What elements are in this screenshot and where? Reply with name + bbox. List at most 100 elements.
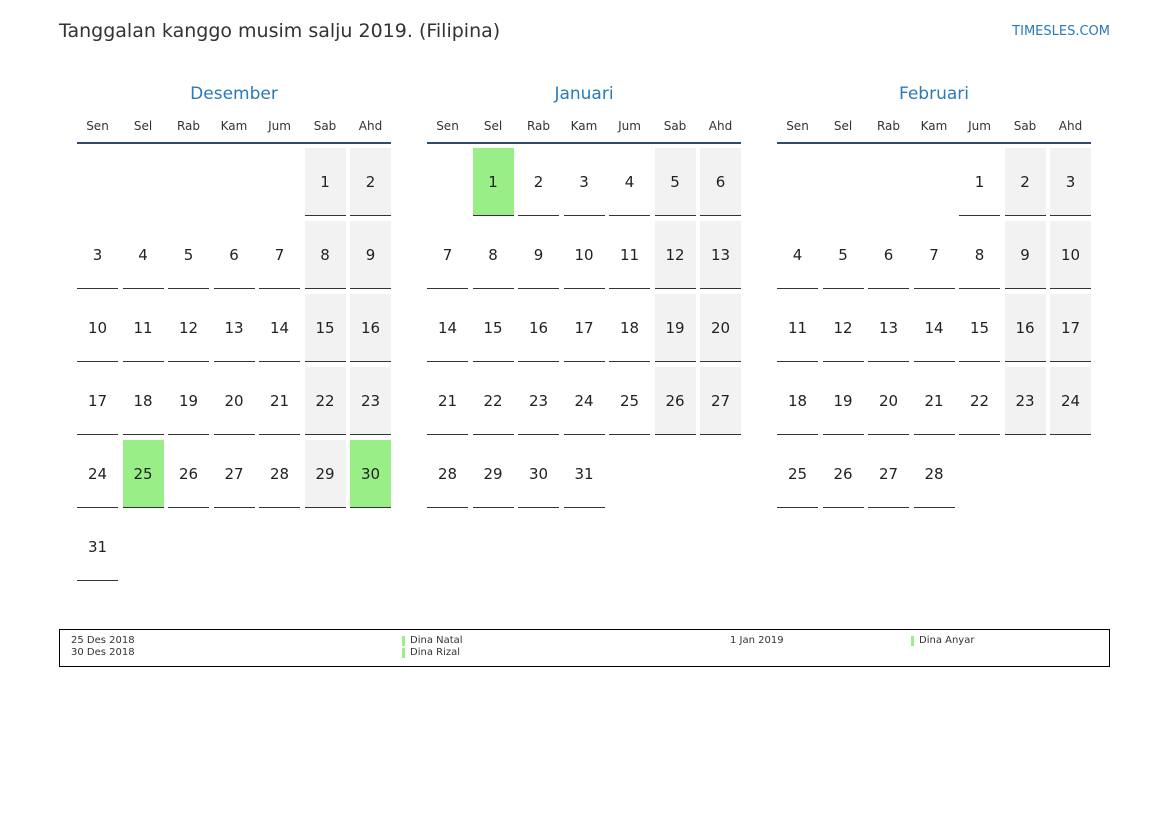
day-cell: 31	[563, 440, 605, 508]
day-cell: 2	[350, 148, 391, 216]
day-cell: 1	[959, 148, 1000, 216]
month-name: Februari	[899, 84, 969, 104]
day-cell: 4	[609, 148, 650, 216]
day-cell: 12	[654, 221, 696, 289]
day-cell: 18	[777, 367, 818, 435]
day-cell: 23	[518, 367, 559, 435]
day-cell: 28	[259, 440, 300, 508]
day-cell: 20	[700, 294, 741, 362]
weekday-label: Kam	[220, 119, 248, 133]
weekday-label: Sen	[786, 119, 809, 133]
day-cell: 10	[563, 221, 605, 289]
day-cell: 31	[77, 513, 118, 581]
day-cell: 11	[777, 294, 818, 362]
day-cell: 21	[913, 367, 955, 435]
day-cell: 27	[868, 440, 909, 508]
site-link[interactable]: TIMESLES.COM	[1012, 24, 1110, 39]
day-cell: 22	[959, 367, 1000, 435]
weekday-label: Ahd	[1058, 119, 1083, 133]
weekday-label: Sel	[833, 119, 853, 133]
day-cell: 9	[518, 221, 559, 289]
day-cell: 3	[1050, 148, 1091, 216]
weekday-label: Ahd	[708, 119, 733, 133]
day-cell: 27	[213, 440, 255, 508]
day-cell: 19	[168, 367, 209, 435]
day-cell: 7	[913, 221, 955, 289]
day-cell: 4	[122, 221, 164, 289]
day-cell: 1	[472, 148, 514, 216]
legend-name: Dina Rizal	[410, 647, 461, 658]
day-cell: 16	[350, 294, 391, 362]
legend-swatch	[911, 636, 914, 646]
day-cell: 15	[472, 294, 514, 362]
day-cell: 13	[213, 294, 255, 362]
day-cell: 30	[518, 440, 559, 508]
legend-name: Dina Anyar	[919, 635, 975, 646]
header-rule	[77, 142, 391, 144]
weekday-label: Jum	[268, 119, 291, 133]
weekday-label: Sab	[663, 119, 687, 133]
day-cell: 15	[959, 294, 1000, 362]
day-cell: 25	[777, 440, 818, 508]
weekday-label: Rab	[526, 119, 551, 133]
day-cell: 29	[472, 440, 514, 508]
day-cell: 17	[563, 294, 605, 362]
day-cell: 4	[777, 221, 818, 289]
weekday-label: Sab	[313, 119, 337, 133]
day-cell: 26	[654, 367, 696, 435]
weekday-label: Kam	[920, 119, 948, 133]
day-cell: 21	[427, 367, 468, 435]
day-cell: 7	[427, 221, 468, 289]
day-cell: 19	[822, 367, 864, 435]
day-cell: 5	[168, 221, 209, 289]
day-cell: 5	[654, 148, 696, 216]
day-cell: 14	[913, 294, 955, 362]
weekday-label: Sab	[1013, 119, 1037, 133]
day-cell: 22	[304, 367, 346, 435]
month-name: Desember	[190, 84, 278, 104]
day-cell: 27	[700, 367, 741, 435]
weekday-label: Kam	[570, 119, 598, 133]
day-cell: 10	[77, 294, 118, 362]
day-cell: 5	[822, 221, 864, 289]
day-cell: 26	[822, 440, 864, 508]
day-cell: 24	[77, 440, 118, 508]
day-cell: 24	[1050, 367, 1091, 435]
day-cell: 30	[350, 440, 391, 508]
day-cell: 16	[518, 294, 559, 362]
legend-date: 30 Des 2018	[71, 647, 135, 658]
header-rule	[427, 142, 741, 144]
day-cell: 2	[1004, 148, 1046, 216]
day-cell: 8	[304, 221, 346, 289]
day-cell: 7	[259, 221, 300, 289]
weekday-label: Sel	[483, 119, 503, 133]
day-cell: 26	[168, 440, 209, 508]
day-cell: 17	[77, 367, 118, 435]
weekday-label: Sen	[436, 119, 459, 133]
day-cell: 14	[427, 294, 468, 362]
day-cell: 23	[350, 367, 391, 435]
legend-swatch	[402, 636, 405, 646]
day-cell: 6	[700, 148, 741, 216]
day-cell: 12	[168, 294, 209, 362]
day-cell: 25	[609, 367, 650, 435]
legend-date: 25 Des 2018	[71, 635, 135, 646]
legend-name: Dina Natal	[410, 635, 463, 646]
day-cell: 6	[868, 221, 909, 289]
day-cell: 19	[654, 294, 696, 362]
day-cell: 17	[1050, 294, 1091, 362]
day-cell: 13	[700, 221, 741, 289]
day-cell: 6	[213, 221, 255, 289]
day-cell: 20	[868, 367, 909, 435]
legend: 25 Des 2018 Dina Natal 30 Des 2018 Dina Riz…	[59, 629, 1110, 667]
day-cell: 13	[868, 294, 909, 362]
day-cell: 16	[1004, 294, 1046, 362]
day-cell: 21	[259, 367, 300, 435]
weekday-label: Sel	[133, 119, 153, 133]
day-cell: 8	[959, 221, 1000, 289]
day-cell: 11	[122, 294, 164, 362]
month-name: Januari	[554, 84, 614, 104]
weekday-label: Rab	[176, 119, 201, 133]
weekday-label: Ahd	[358, 119, 383, 133]
